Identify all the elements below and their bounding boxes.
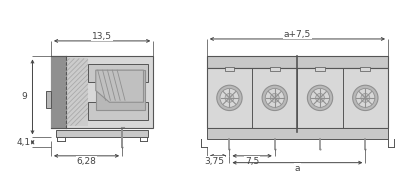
Polygon shape [96, 70, 144, 102]
Circle shape [262, 85, 288, 111]
Text: 3,75: 3,75 [204, 157, 224, 166]
Circle shape [310, 88, 330, 107]
Bar [207, 128, 388, 139]
Circle shape [361, 93, 370, 102]
Bar [66, 58, 88, 126]
Bar [207, 68, 388, 128]
Bar [46, 91, 51, 108]
Bar [96, 70, 146, 110]
Bar [88, 102, 148, 120]
Bar [270, 67, 280, 71]
Text: 13,5: 13,5 [92, 31, 112, 40]
Bar [51, 57, 153, 128]
Circle shape [307, 85, 333, 111]
Bar [88, 64, 148, 82]
Text: a: a [295, 164, 300, 173]
Text: a+7,5: a+7,5 [284, 30, 311, 39]
Circle shape [316, 93, 324, 102]
Circle shape [220, 88, 239, 107]
Text: 4,1: 4,1 [17, 138, 31, 147]
Text: 9: 9 [22, 92, 28, 101]
Bar [360, 67, 370, 71]
Circle shape [225, 93, 234, 102]
Bar [56, 130, 148, 137]
Text: 6,28: 6,28 [76, 157, 96, 166]
Text: 7,5: 7,5 [245, 157, 259, 166]
Circle shape [270, 93, 279, 102]
Circle shape [265, 88, 284, 107]
Bar [207, 57, 388, 68]
Circle shape [217, 85, 242, 111]
Bar [51, 57, 66, 128]
Bar [224, 67, 234, 71]
Bar [315, 67, 325, 71]
Circle shape [353, 85, 378, 111]
Circle shape [356, 88, 375, 107]
